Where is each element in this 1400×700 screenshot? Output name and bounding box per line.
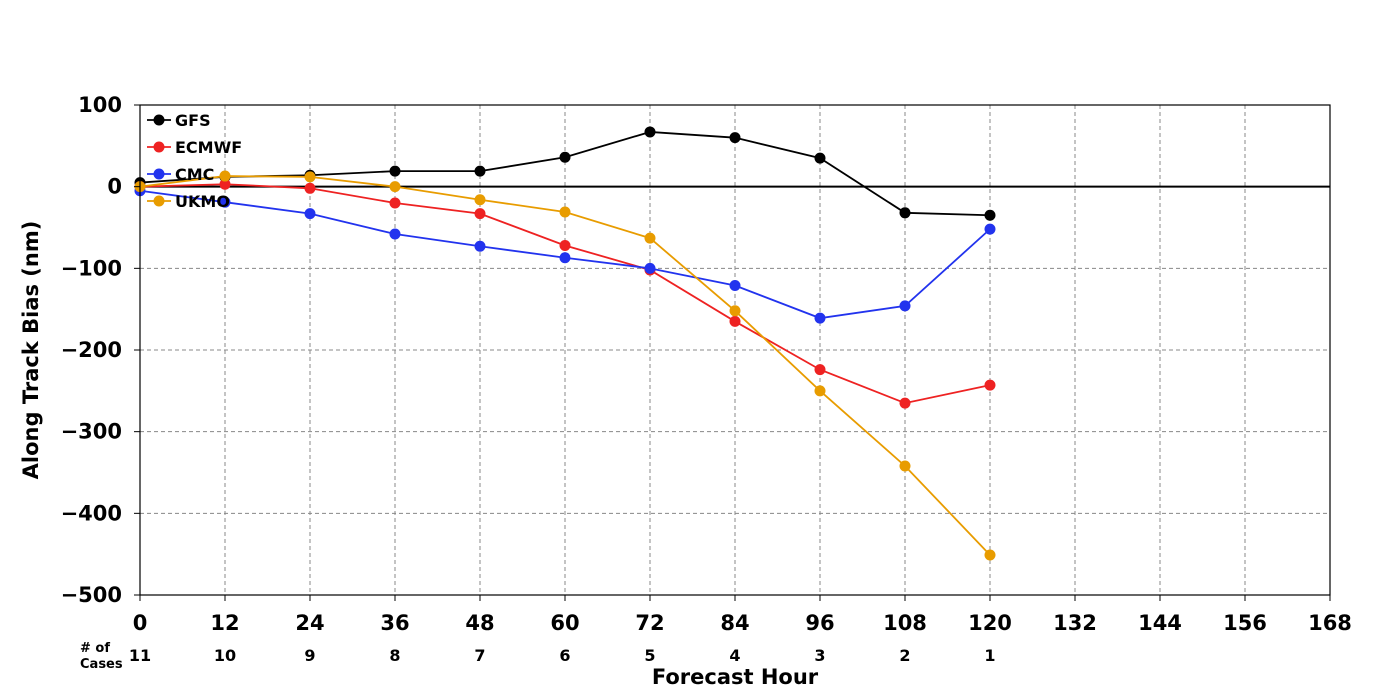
x-tick-label: 72 (635, 611, 664, 635)
series-ukmo (134, 170, 996, 561)
data-point-ecmwf (899, 397, 911, 409)
data-point-cmc (644, 262, 656, 274)
data-point-ukmo (389, 181, 401, 193)
x-tick-label: 48 (465, 611, 494, 635)
y-tick-label: 0 (107, 175, 122, 199)
x-tick-label: 132 (1053, 611, 1097, 635)
x-tick-label: 60 (550, 611, 579, 635)
legend-swatch-marker (153, 114, 165, 126)
data-point-gfs (729, 132, 741, 144)
data-point-ukmo (814, 385, 826, 397)
cases-count: 2 (899, 646, 910, 665)
cases-count: 9 (304, 646, 315, 665)
data-point-cmc (219, 196, 231, 208)
data-point-ukmo (219, 170, 231, 182)
data-point-cmc (899, 300, 911, 312)
series-cmc (134, 185, 996, 324)
x-tick-label: 84 (720, 611, 749, 635)
data-point-ecmwf (814, 364, 826, 376)
x-tick-label: 24 (295, 611, 324, 635)
legend-item-ukmo: UKMO (147, 192, 230, 211)
legend-item-ecmwf: ECMWF (147, 138, 242, 157)
y-tick-label: −200 (61, 338, 122, 362)
data-point-ecmwf (984, 379, 996, 391)
data-point-ecmwf (474, 208, 486, 220)
legend-swatch-marker (153, 195, 165, 207)
x-tick-label: 120 (968, 611, 1012, 635)
legend-swatch-marker (153, 141, 165, 153)
x-tick-label: 0 (133, 611, 148, 635)
x-tick-label: 96 (805, 611, 834, 635)
x-axis-ticks: 0 12 24 36 48 60 72 84 96 108 120 132 144 156 168 (133, 595, 1352, 635)
grid-layer (140, 105, 1330, 595)
cases-header-line1: # of (80, 641, 110, 656)
y-tick-label: −500 (61, 583, 122, 607)
data-point-cmc (729, 279, 741, 291)
cases-count: 3 (814, 646, 825, 665)
y-tick-label: 100 (78, 93, 122, 117)
cases-count: 10 (214, 646, 236, 665)
data-point-cmc (559, 252, 571, 264)
data-point-gfs (474, 165, 486, 177)
y-tick-label: −300 (61, 420, 122, 444)
data-point-cmc (389, 228, 401, 240)
x-tick-label: 156 (1223, 611, 1267, 635)
data-point-ukmo (899, 460, 911, 472)
data-point-ecmwf (304, 182, 316, 194)
data-point-ecmwf (729, 315, 741, 327)
data-point-ukmo (474, 194, 486, 206)
legend-item-gfs: GFS (147, 111, 211, 130)
data-point-gfs (899, 207, 911, 219)
cases-count: 6 (559, 646, 570, 665)
cases-count: 11 (129, 646, 151, 665)
x-tick-label: 168 (1308, 611, 1352, 635)
legend-label: CMC (175, 165, 214, 184)
x-tick-label: 12 (210, 611, 239, 635)
legend-swatch-marker (153, 168, 165, 180)
data-point-ukmo (984, 549, 996, 561)
data-point-ukmo (644, 232, 656, 244)
cases-count: 1 (984, 646, 995, 665)
legend-label: UKMO (175, 192, 230, 211)
cases-count: 4 (729, 646, 740, 665)
series-line-gfs (139, 131, 991, 217)
data-point-cmc (984, 223, 996, 235)
data-point-gfs (814, 152, 826, 164)
data-point-gfs (984, 209, 996, 221)
y-axis-ticks: −500 −400 −300 −200 −100 0 100 (61, 93, 140, 607)
data-point-cmc (814, 312, 826, 324)
x-tick-label: 144 (1138, 611, 1182, 635)
cases-row: # of Cases 11 10 9 8 7 6 5 4 3 2 1 (80, 641, 996, 672)
series-layer (134, 126, 996, 561)
series-ecmwf (134, 178, 996, 409)
y-tick-label: −100 (61, 256, 122, 280)
y-axis-title: Along Track Bias (nm) (19, 221, 43, 480)
x-axis-title: Forecast Hour (652, 665, 819, 689)
data-point-ukmo (304, 171, 316, 183)
x-tick-label: 36 (380, 611, 409, 635)
cases-count: 5 (644, 646, 655, 665)
legend: GFS ECMWF CMC UKMO (147, 111, 242, 211)
legend-label: GFS (175, 111, 211, 130)
legend-label: ECMWF (175, 138, 242, 157)
cases-header-line2: Cases (80, 657, 123, 672)
data-point-gfs (644, 126, 656, 138)
data-point-gfs (389, 165, 401, 177)
data-point-cmc (474, 240, 486, 252)
cases-count: 8 (389, 646, 400, 665)
data-point-ecmwf (559, 239, 571, 251)
data-point-ecmwf (219, 178, 231, 190)
cases-count: 7 (474, 646, 485, 665)
data-point-ecmwf (389, 197, 401, 209)
y-tick-label: −400 (61, 501, 122, 525)
data-point-ukmo (559, 206, 571, 218)
data-point-ukmo (729, 305, 741, 317)
x-tick-label: 108 (883, 611, 927, 635)
data-point-gfs (559, 151, 571, 163)
data-point-cmc (304, 208, 316, 220)
legend-item-cmc: CMC (147, 165, 214, 184)
